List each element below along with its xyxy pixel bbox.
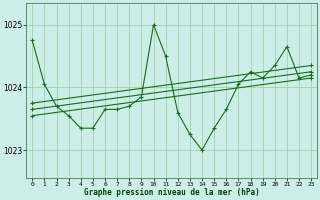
X-axis label: Graphe pression niveau de la mer (hPa): Graphe pression niveau de la mer (hPa)	[84, 188, 260, 197]
